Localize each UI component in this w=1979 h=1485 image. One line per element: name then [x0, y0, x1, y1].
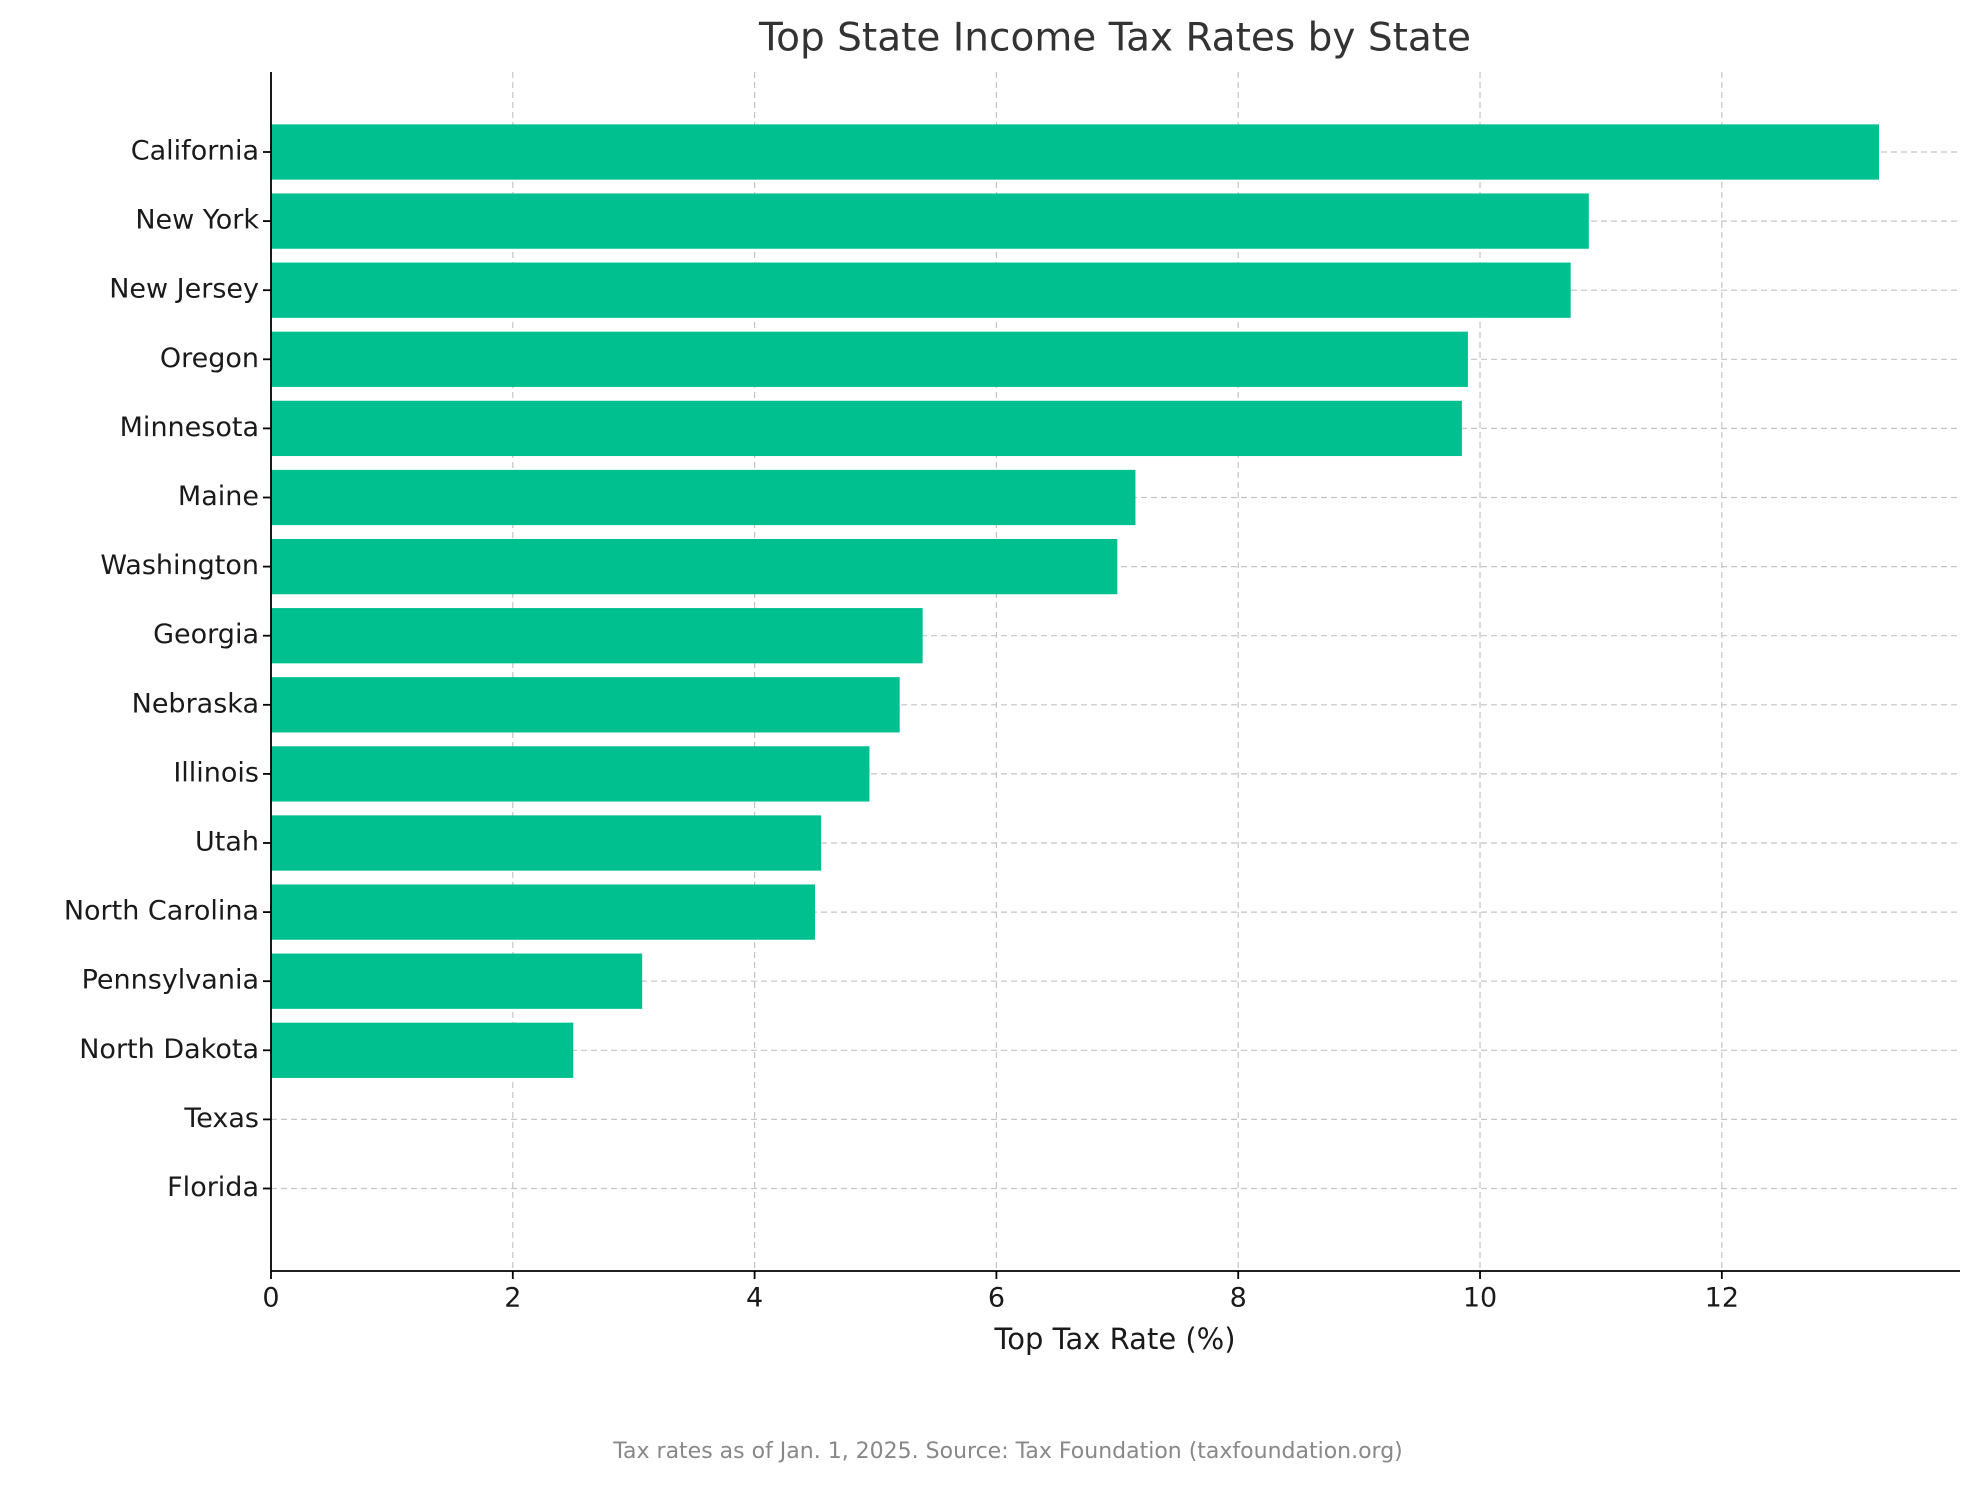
x-tick-label: 12 — [1705, 1283, 1739, 1314]
bar — [271, 746, 870, 802]
bar — [271, 124, 1879, 180]
x-axis-label: Top Tax Rate (%) — [993, 1322, 1235, 1356]
y-tick-label: Nebraska — [132, 688, 259, 719]
bar — [271, 953, 643, 1009]
y-tick-label: California — [131, 136, 259, 167]
bar — [271, 608, 923, 664]
x-tick-label: 10 — [1463, 1283, 1497, 1314]
y-tick-label: Texas — [183, 1103, 259, 1134]
bar — [271, 469, 1136, 526]
x-tick-label: 8 — [1230, 1283, 1247, 1314]
y-tick-label: North Carolina — [64, 896, 259, 927]
x-tick-label: 2 — [504, 1283, 521, 1314]
y-tick-label: Washington — [100, 550, 259, 581]
y-tick-label: North Dakota — [79, 1034, 259, 1065]
y-tick-label: Minnesota — [120, 412, 259, 443]
bar — [271, 677, 900, 733]
x-tick-label: 4 — [746, 1283, 763, 1314]
x-tick-label: 0 — [262, 1283, 279, 1314]
bar — [271, 331, 1468, 387]
bar — [271, 193, 1589, 249]
y-tick-label: Illinois — [173, 757, 259, 788]
y-tick-label: New York — [135, 205, 259, 236]
bar — [271, 884, 816, 940]
bar — [271, 815, 822, 871]
y-tick-label: Utah — [195, 827, 259, 858]
bar — [271, 1022, 574, 1078]
bar — [271, 262, 1571, 318]
bar — [271, 400, 1462, 457]
bar — [271, 538, 1118, 595]
y-tick-label: Georgia — [153, 619, 259, 650]
y-tick-label: Maine — [178, 481, 259, 512]
y-tick-label: Pennsylvania — [82, 965, 259, 996]
chart-title: Top State Income Tax Rates by State — [758, 16, 1471, 61]
x-tick-label: 6 — [988, 1283, 1005, 1314]
y-tick-label: Oregon — [160, 343, 259, 374]
footnote: Tax rates as of Jan. 1, 2025. Source: Ta… — [612, 1439, 1403, 1464]
y-tick-label: Florida — [167, 1172, 259, 1203]
y-tick-label: New Jersey — [109, 274, 259, 305]
